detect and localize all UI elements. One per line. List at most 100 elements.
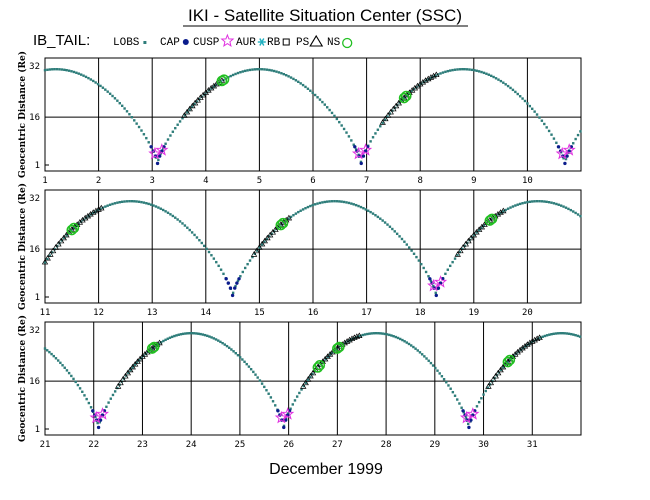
cap-point: [98, 418, 103, 422]
orbit-point: [532, 339, 536, 343]
orbit-point: [159, 207, 162, 210]
orbit-point: [181, 222, 184, 225]
legend-item-cap: CAP: [160, 37, 189, 49]
orbit-point: [420, 262, 423, 266]
orbit-point: [390, 334, 393, 337]
plasma-sheet-point: [356, 332, 363, 338]
orbit-point: [447, 384, 450, 387]
orbit-point: [470, 68, 474, 72]
orbit-point: [574, 211, 577, 215]
plasma-sheet-point: [457, 247, 464, 254]
orbit-point: [105, 405, 108, 408]
orbit-point: [231, 291, 235, 295]
orbit-point: [177, 333, 180, 336]
legend-item-ps: PS: [296, 34, 324, 49]
orbit-point: [563, 332, 566, 335]
orbit-point: [195, 332, 198, 335]
orbit-point: [557, 203, 560, 206]
orbit-point: [316, 202, 319, 205]
orbit-point: [282, 221, 285, 224]
orbit-point: [65, 369, 69, 372]
orbit-point: [359, 205, 363, 209]
orbit-point: [415, 255, 418, 259]
plasma-sheet-point: [425, 75, 432, 82]
orbit-point: [65, 69, 68, 72]
cap-point: [563, 161, 567, 166]
orbit-point: [432, 75, 435, 78]
orbit-point: [363, 333, 367, 336]
plasma-sheet-point: [52, 244, 59, 250]
plasma-sheet-point: [351, 334, 358, 340]
cusp-point: [466, 407, 480, 420]
orbit-point: [355, 336, 358, 339]
orbit-point: [157, 158, 160, 162]
orbit-point: [251, 68, 254, 71]
orbit-point: [59, 361, 62, 365]
orbit-point: [210, 254, 213, 257]
orbit-point: [225, 344, 229, 348]
orbit-point: [458, 68, 462, 71]
plasma-sheet-point: [348, 335, 356, 342]
orbit-point: [391, 227, 394, 231]
orbit-point: [508, 358, 512, 362]
orbit-point: [338, 200, 341, 203]
orbit-point: [323, 103, 326, 106]
plasma-sheet-point: [57, 237, 65, 244]
plasma-sheet-point: [129, 363, 136, 370]
orbit-point: [395, 232, 399, 236]
plasma-sheet-point: [533, 335, 541, 342]
orbit-point: [434, 366, 437, 370]
orbit-point: [302, 384, 305, 388]
y-tick-label: 32: [29, 62, 40, 72]
orbit-point: [45, 349, 49, 352]
orbit-point: [113, 97, 117, 100]
orbit-point: [427, 275, 430, 278]
orbit-point: [538, 200, 541, 203]
orbit-point: [72, 70, 76, 74]
x-tick-label: 20: [522, 308, 533, 318]
cap-point: [467, 425, 471, 430]
orbit-point: [477, 70, 481, 73]
orbit-point: [89, 78, 93, 81]
orbit-point: [145, 136, 148, 140]
orbit-point: [265, 389, 268, 392]
plasma-sheet-point: [454, 251, 461, 257]
cap-point: [461, 409, 465, 413]
orbit-point: [318, 201, 322, 205]
orbit-point: [243, 266, 247, 270]
plasma-sheet-point: [462, 240, 469, 247]
orbit-point: [504, 83, 507, 86]
orbit-point: [487, 73, 491, 76]
orbit-point: [195, 236, 199, 239]
plasma-sheet-point: [492, 212, 499, 219]
orbit-point: [186, 226, 189, 229]
neutral-sheet-point: [400, 90, 412, 102]
legend-item-aur: AUR: [236, 37, 266, 49]
plasma-sheet-point: [44, 254, 51, 261]
orbit-point: [203, 333, 207, 337]
plasma-sheet-point: [430, 72, 437, 79]
plasma-sheet-point: [300, 383, 307, 389]
plasma-sheet-point: [256, 244, 263, 250]
legend-label: RB: [267, 37, 281, 49]
orbit-point: [295, 395, 299, 398]
orbit-point: [48, 68, 52, 71]
orbit-point: [147, 202, 150, 206]
x-tick-label: 12: [93, 308, 104, 318]
orbit-point: [480, 397, 483, 400]
plasma-sheet-point: [334, 344, 341, 351]
orbit-point: [354, 203, 358, 207]
orbit-point: [482, 224, 486, 227]
orbit-point: [234, 72, 237, 76]
orbit-point: [416, 349, 419, 352]
plasma-sheet-point: [470, 231, 478, 238]
legend-label: LOBS: [113, 37, 140, 49]
orbit-point: [488, 383, 492, 386]
legend-label: CAP: [160, 37, 180, 49]
orbit-point: [576, 213, 580, 216]
orbit-point: [222, 272, 225, 276]
plasma-sheet-point: [497, 366, 504, 373]
cap-point: [224, 277, 228, 281]
